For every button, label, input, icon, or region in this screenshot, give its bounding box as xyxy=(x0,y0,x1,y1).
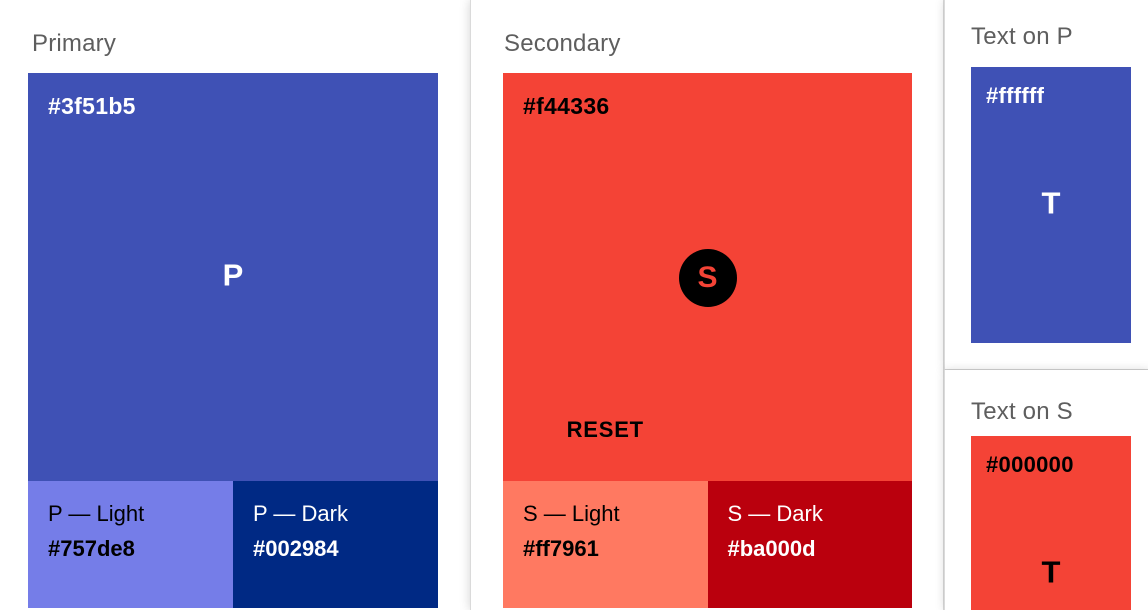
text-on-s-letter: T xyxy=(1041,554,1061,590)
primary-panel-title: Primary xyxy=(32,30,117,57)
secondary-dark-swatch[interactable]: S — Dark #ba000d xyxy=(707,481,912,608)
secondary-light-hex: #ff7961 xyxy=(523,536,599,561)
secondary-variants-row: S — Light #ff7961 S — Dark #ba000d xyxy=(503,481,912,608)
text-on-s-hex: #000000 xyxy=(986,452,1074,477)
secondary-light-swatch[interactable]: S — Light #ff7961 xyxy=(503,481,708,608)
secondary-swatch: #f44336 S RESET S — Light #ff7961 S — Da… xyxy=(503,73,912,608)
primary-variants-row: P — Light #757de8 P — Dark #002984 xyxy=(28,481,438,608)
secondary-dark-hex: #ba000d xyxy=(727,536,816,561)
text-on-s-panel: Text on S #000000 T xyxy=(944,370,1148,610)
primary-dark-hex: #002984 xyxy=(253,536,339,561)
primary-dark-swatch[interactable]: P — Dark #002984 xyxy=(233,481,438,608)
secondary-fab-button[interactable]: S xyxy=(678,249,737,307)
text-on-p-panel: Text on P #ffffff T xyxy=(944,0,1148,370)
primary-letter: P xyxy=(222,257,244,293)
secondary-hex-label: #f44336 xyxy=(523,93,610,119)
primary-light-hex: #757de8 xyxy=(48,536,135,561)
text-on-p-hex: #ffffff xyxy=(986,83,1045,108)
secondary-panel: Secondary #f44336 S RESET S — Light #ff7… xyxy=(470,0,944,610)
secondary-light-label: S — Light xyxy=(523,501,620,526)
text-on-s-title: Text on S xyxy=(971,398,1073,425)
text-on-p-letter: T xyxy=(1041,185,1061,221)
text-on-p-swatch[interactable]: #ffffff T xyxy=(971,67,1131,343)
secondary-main-swatch[interactable]: #f44336 S RESET xyxy=(503,73,912,481)
text-on-p-title: Text on P xyxy=(971,23,1073,50)
text-on-s-swatch[interactable]: #000000 T xyxy=(971,436,1131,610)
secondary-panel-title: Secondary xyxy=(504,30,621,57)
reset-button[interactable]: RESET xyxy=(503,411,708,449)
primary-main-swatch[interactable]: #3f51b5 P xyxy=(28,73,438,481)
primary-swatch: #3f51b5 P P — Light #757de8 P — Dark #00… xyxy=(28,73,438,608)
primary-hex-label: #3f51b5 xyxy=(48,93,136,119)
secondary-dark-label: S — Dark xyxy=(727,501,823,526)
primary-dark-label: P — Dark xyxy=(253,501,348,526)
primary-light-swatch[interactable]: P — Light #757de8 xyxy=(28,481,233,608)
primary-light-label: P — Light xyxy=(48,501,145,526)
secondary-fab-letter: S xyxy=(697,261,718,294)
